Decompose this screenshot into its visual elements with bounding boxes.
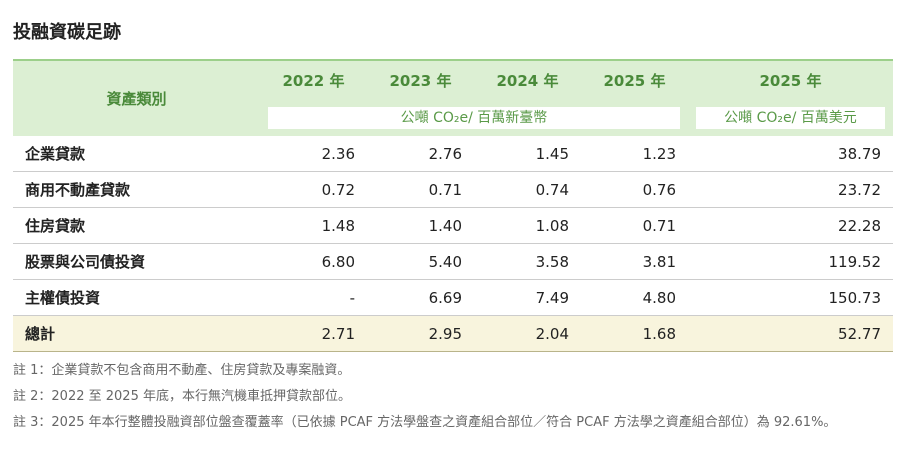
category-header: 資產類別 [13,59,260,136]
note: 註 2：2022 至 2025 年底，本行無汽機車抵押貸款部位。 [13,389,351,404]
table-row: 主權債投資 -6.69 7.49 4.80 150.73 [13,279,893,316]
value-cell: 3.81 [581,243,688,280]
value-cell: 2.95 [367,315,474,352]
row-label: 總計 [13,315,260,352]
value-cell: 6.69 [367,279,474,316]
value-cell: 1.23 [581,136,688,172]
value-cell: 6.80 [260,243,367,280]
table-row: 企業貸款 2.36 2.76 1.45 1.23 38.79 [13,136,893,172]
value-cell: 119.52 [688,243,893,280]
year-header: 2025 年 [688,59,893,99]
table-row: 住房貸款 1.48 1.40 1.08 0.71 22.28 [13,207,893,244]
value-cell: 2.76 [367,136,474,172]
year-header: 2024 年 [474,59,581,99]
value-cell: 0.74 [474,171,581,208]
value-cell: 1.48 [260,207,367,244]
notes: 註 1：企業貸款不包含商用不動產、住房貸款及專案融資。註 2：2022 至 20… [13,360,893,438]
value-cell: - [260,279,367,316]
value-cell: 1.40 [367,207,474,244]
value-cell: 52.77 [688,315,893,352]
value-cell: 2.36 [260,136,367,172]
row-label: 企業貸款 [13,136,260,172]
unit-label: 公噸 CO₂e/ 百萬新臺幣 [268,106,680,129]
value-cell: 2.71 [260,315,367,352]
value-cell: 5.40 [367,243,474,280]
row-label: 股票與公司債投資 [13,243,260,280]
value-cell: 23.72 [688,171,893,208]
value-cell: 7.49 [474,279,581,316]
value-cell: 3.58 [474,243,581,280]
value-cell: 0.71 [581,207,688,244]
value-cell: 1.45 [474,136,581,172]
value-cell: 4.80 [581,279,688,316]
row-label: 住房貸款 [13,207,260,244]
footprint-table: 資產類別 2022 年 2023 年 2024 年 2025 年 2025 年 … [13,59,893,352]
table-row: 總計 2.71 2.95 2.04 1.68 52.77 [13,315,893,352]
value-cell: 1.68 [581,315,688,352]
row-label: 商用不動產貸款 [13,171,260,208]
table-body: 企業貸款 2.36 2.76 1.45 1.23 38.79 商用不動產貸款 0.72 0.71… [13,136,893,352]
table-row: 商用不動產貸款 0.72 0.71 0.74 0.76 23.72 [13,171,893,208]
year-header: 2023 年 [367,59,474,99]
unit-label: 公噸 CO₂e/ 百萬美元 [696,106,885,129]
unit-cell: 公噸 CO₂e/ 百萬新臺幣 [260,99,688,136]
unit-cell: 公噸 CO₂e/ 百萬美元 [688,99,893,136]
table-row: 股票與公司債投資 6.80 5.40 3.58 3.81 119.52 [13,243,893,280]
value-cell: 38.79 [688,136,893,172]
value-cell: 0.71 [367,171,474,208]
year-header: 2022 年 [260,59,367,99]
value-cell: 22.28 [688,207,893,244]
value-cell: 1.08 [474,207,581,244]
value-cell: 150.73 [688,279,893,316]
value-cell: 2.04 [474,315,581,352]
note: 註 3：2025 年本行整體投融資部位盤查覆蓋率（已依據 PCAF 方法學盤查之… [13,415,837,430]
value-cell: 0.72 [260,171,367,208]
value-cell: 0.76 [581,171,688,208]
title: 投融資碳足跡 [13,22,121,43]
note: 註 1：企業貸款不包含商用不動產、住房貸款及專案融資。 [13,363,351,378]
row-label: 主權債投資 [13,279,260,316]
year-header: 2025 年 [581,59,688,99]
